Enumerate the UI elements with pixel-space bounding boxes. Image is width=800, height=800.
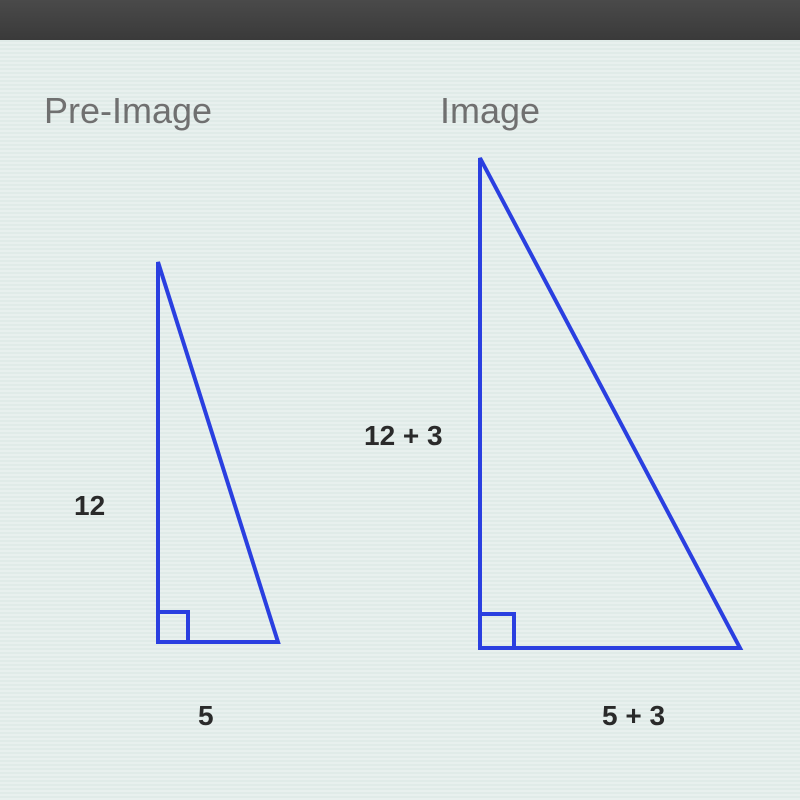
image-triangle (450, 148, 760, 668)
diagram-content-area: Pre-Image Image 12 5 12 + 3 5 + 3 (0, 40, 800, 800)
image-vertical-label: 12 + 3 (364, 420, 443, 452)
pre-image-heading: Pre-Image (44, 90, 212, 132)
pre-image-base-label: 5 (198, 700, 214, 732)
image-heading: Image (440, 90, 540, 132)
pre-image-vertical-label: 12 (74, 490, 105, 522)
image-base-label: 5 + 3 (602, 700, 665, 732)
pre-image-triangle (128, 252, 288, 662)
window-top-bar (0, 0, 800, 40)
